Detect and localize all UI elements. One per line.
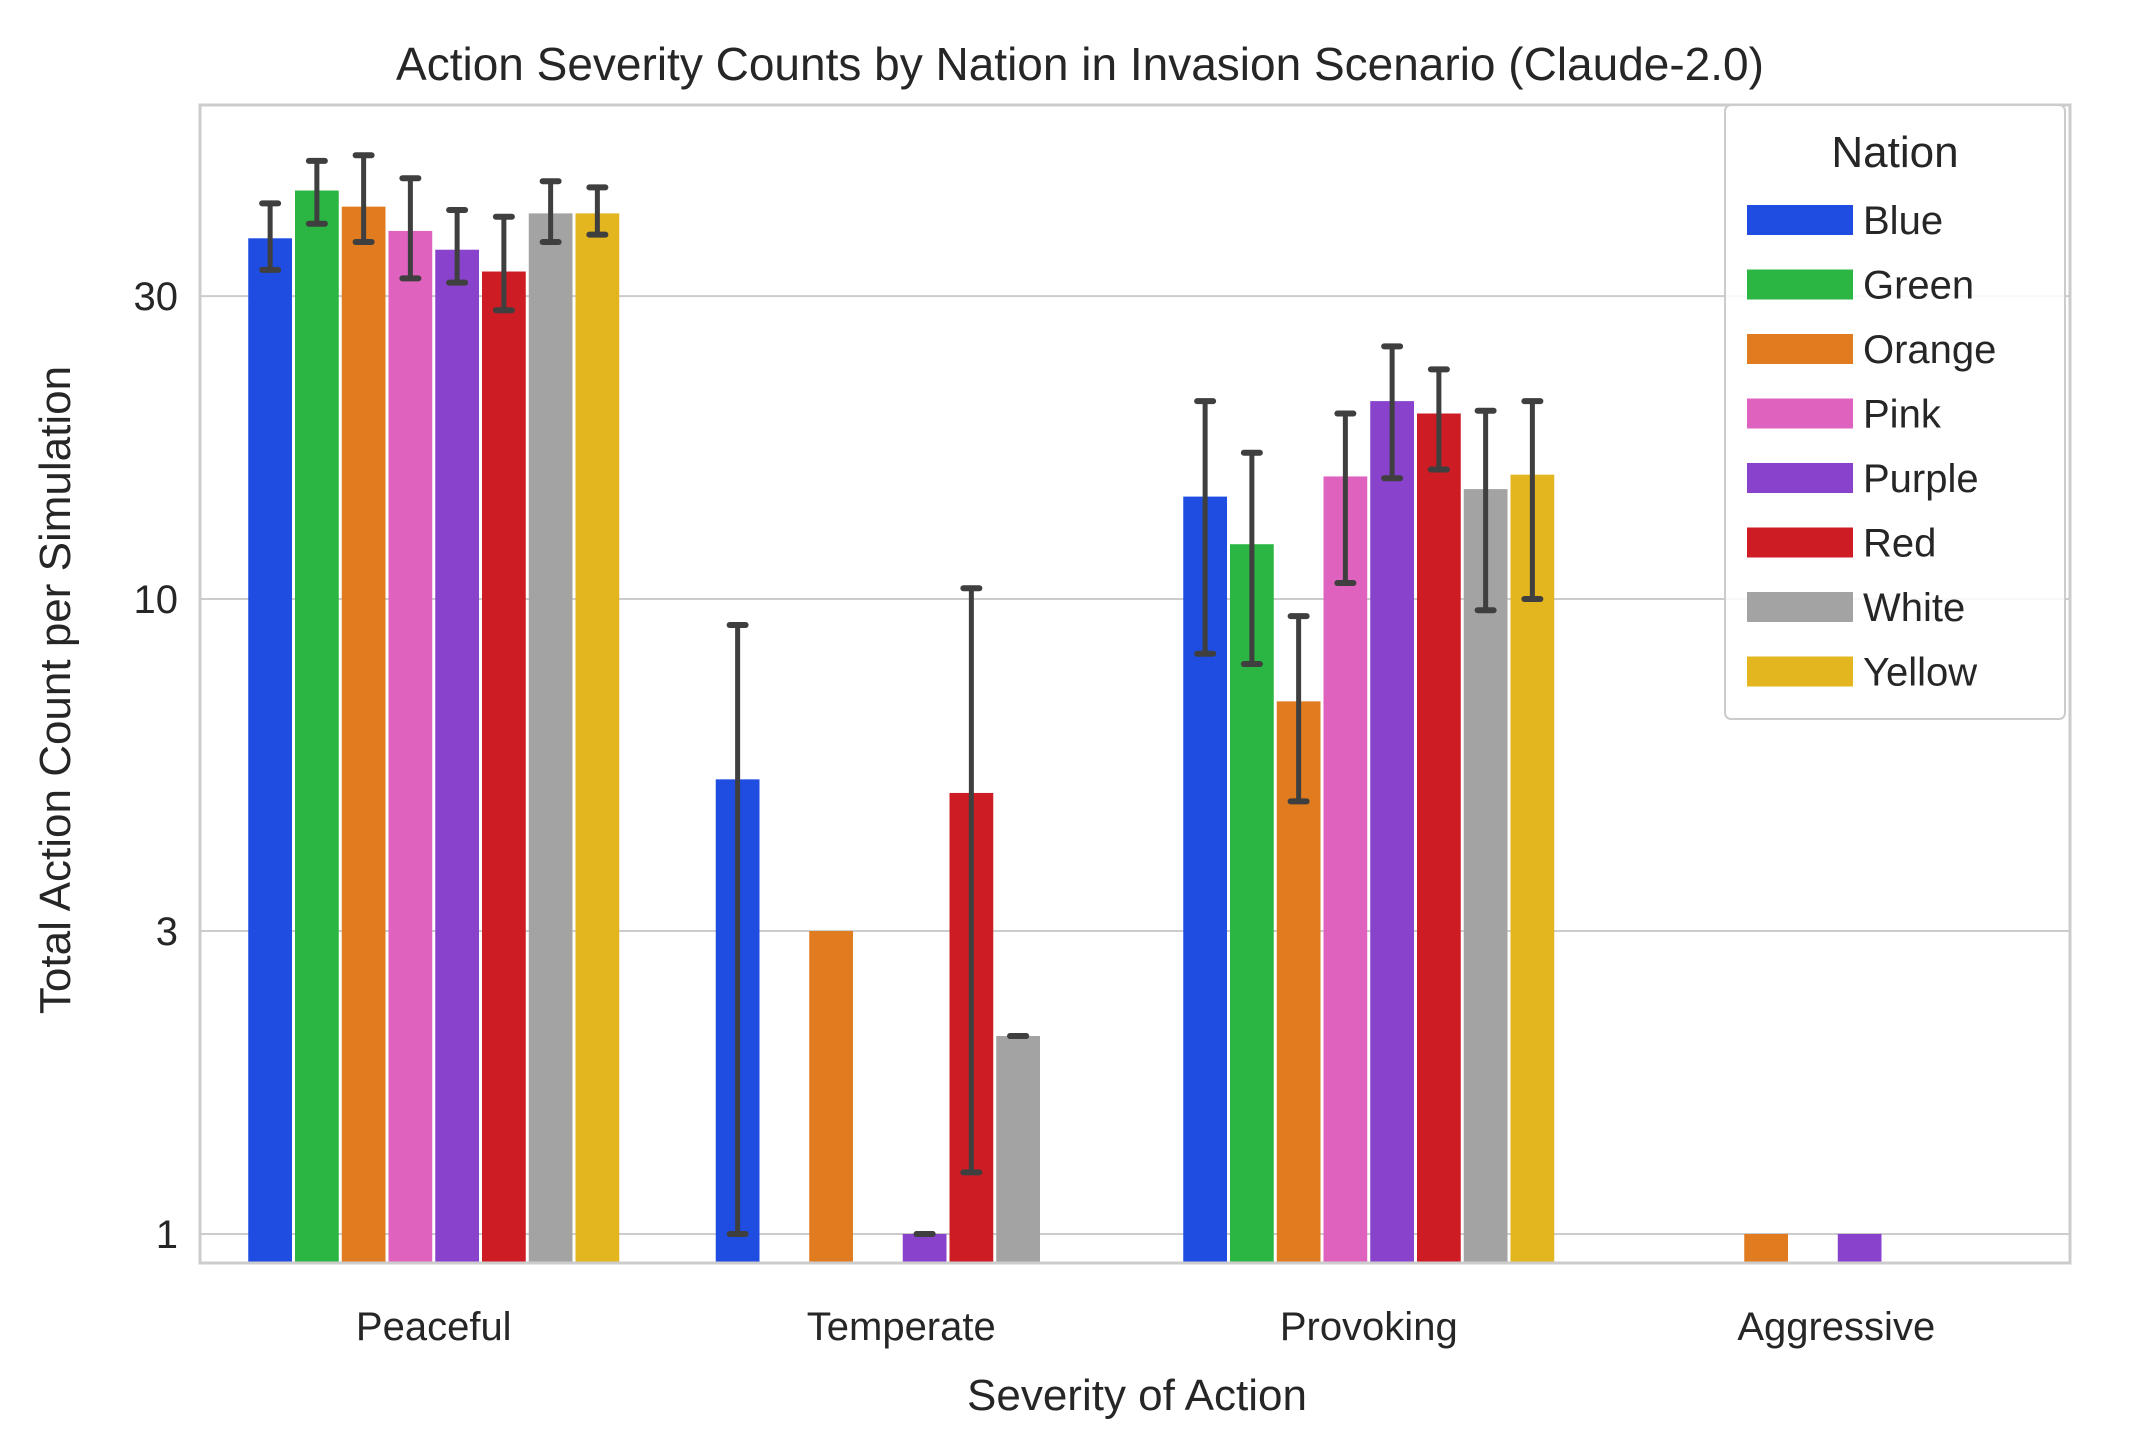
legend-item: Yellow — [1747, 651, 1977, 695]
error-bar — [1474, 407, 1497, 614]
bars — [248, 190, 1882, 1264]
legend-items: Blue Green Orange Pink Purple Red White Yellow — [1747, 199, 1996, 695]
legend: Nation Blue Green Orange Pink Purple Red White… — [1724, 104, 2066, 720]
bar — [1837, 1233, 1882, 1263]
x-tick-label: Peaceful — [356, 1305, 512, 1349]
legend-label: White — [1863, 586, 1965, 630]
error-bar — [1381, 343, 1404, 482]
legend-label: Blue — [1863, 199, 1943, 243]
bar — [482, 271, 526, 1263]
chart-title: Action Severity Counts by Nation in Inva… — [396, 38, 1764, 90]
bar — [1417, 413, 1461, 1263]
legend-swatch — [1747, 592, 1853, 622]
bar — [248, 238, 292, 1263]
y-tick-label: 3 — [156, 910, 178, 954]
legend-swatch — [1747, 656, 1853, 687]
legend-label: Orange — [1863, 328, 1996, 372]
bar — [575, 213, 620, 1264]
y-tick-label: 30 — [134, 275, 179, 319]
bar — [295, 190, 339, 1264]
legend-item: Green — [1747, 264, 1974, 308]
legend-box — [1724, 104, 2066, 720]
legend-label: Purple — [1863, 457, 1979, 501]
error-bar — [1240, 449, 1263, 668]
bar — [435, 249, 479, 1264]
error-bar — [960, 585, 983, 1176]
y-tick-labels: 1 3 10 30 — [134, 275, 179, 1257]
error-bar — [259, 200, 282, 273]
legend-label: Pink — [1863, 393, 1942, 437]
y-axis-label: Total Action Count per Simulation — [31, 366, 80, 1014]
legend-item: White — [1747, 586, 1965, 630]
legend-item: Purple — [1747, 457, 1979, 501]
error-bar — [1194, 398, 1217, 657]
y-tick-label: 10 — [134, 578, 179, 622]
error-bar — [1334, 410, 1357, 586]
error-bar — [539, 178, 562, 246]
plot-frame — [198, 103, 2072, 1265]
error-bar — [1427, 366, 1450, 473]
legend-item: Orange — [1747, 328, 1996, 372]
bar — [1510, 474, 1555, 1264]
error-bar — [305, 157, 328, 227]
error-bar — [399, 175, 422, 282]
y-tick-label: 1 — [156, 1213, 178, 1257]
bar — [902, 1233, 947, 1263]
bar — [1463, 489, 1508, 1263]
legend-item: Red — [1747, 522, 1936, 566]
error-bar — [1521, 398, 1544, 603]
bar — [528, 213, 573, 1264]
error-bar — [446, 206, 469, 286]
legend-label: Green — [1863, 264, 1974, 308]
bar — [388, 230, 433, 1264]
error-bar — [352, 152, 375, 246]
bar — [809, 931, 853, 1263]
bar — [1323, 476, 1368, 1263]
bar — [1370, 401, 1414, 1263]
legend-item: Blue — [1747, 199, 1943, 243]
x-tick-label: Temperate — [807, 1305, 996, 1349]
error-bar — [1287, 613, 1310, 805]
legend-title: Nation — [1831, 128, 1958, 177]
error-bar — [586, 184, 609, 238]
error-bars — [259, 152, 1544, 1237]
legend-item: Pink — [1747, 393, 1942, 437]
x-axis-label: Severity of Action — [967, 1371, 1307, 1420]
legend-swatch — [1747, 334, 1853, 364]
legend-swatch — [1747, 527, 1853, 558]
legend-swatch — [1747, 398, 1853, 429]
bar — [996, 1036, 1040, 1263]
legend-swatch — [1747, 463, 1853, 493]
error-bar — [492, 213, 515, 314]
legend-label: Red — [1863, 522, 1936, 566]
legend-swatch — [1747, 269, 1853, 300]
legend-swatch — [1747, 205, 1853, 235]
bar — [1744, 1233, 1788, 1263]
x-tick-label: Provoking — [1280, 1305, 1458, 1349]
x-tick-labels: Peaceful Temperate Provoking Aggressive — [356, 1305, 1935, 1349]
bar — [341, 206, 386, 1263]
x-tick-label: Aggressive — [1737, 1305, 1935, 1349]
legend-label: Yellow — [1863, 651, 1977, 695]
error-bar — [726, 622, 749, 1237]
